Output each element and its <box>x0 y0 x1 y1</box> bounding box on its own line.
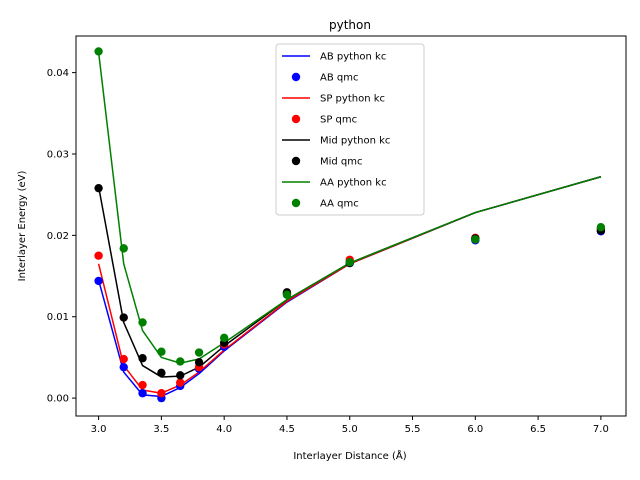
series-point-5 <box>157 368 166 378</box>
x-tick-label: 4.5 <box>279 424 295 435</box>
series-point-5 <box>194 358 204 367</box>
series-layer <box>94 47 606 403</box>
y-axis-label: Interlayer Energy (eV) <box>17 171 28 282</box>
legend-point-marker <box>291 156 301 166</box>
y-tick-label: 0.03 <box>47 149 69 160</box>
legend: AB python kc AB qmc SP python kc SP qmc Mid … <box>275 43 425 216</box>
series-point-3 <box>94 251 103 260</box>
series-point-7 <box>157 347 166 356</box>
series-point-7 <box>138 318 147 327</box>
series-point-3 <box>138 380 147 390</box>
series-point-7 <box>471 235 480 244</box>
legend-label: Mid python kc <box>320 136 390 147</box>
series-point-7 <box>345 258 354 267</box>
legend-label: SP qmc <box>320 115 357 126</box>
legend-label: Mid qmc <box>320 157 363 168</box>
x-tick-label: 6.5 <box>530 424 546 435</box>
legend-label: AA qmc <box>320 199 359 210</box>
legend-label: AA python kc <box>320 178 387 189</box>
legend-label: SP python kc <box>320 94 385 105</box>
series-point-7 <box>176 357 185 366</box>
series-point-3 <box>157 389 166 398</box>
series-point-1 <box>119 362 128 372</box>
y-tick-label: 0.00 <box>47 394 69 405</box>
legend-point-marker <box>291 198 301 208</box>
y-axis-ticks: 0.00 0.01 0.02 0.03 0.04 <box>47 68 76 405</box>
series-point-7 <box>282 290 292 299</box>
x-tick-label: 3.5 <box>153 424 169 435</box>
series-point-5 <box>176 371 185 380</box>
chart-title: python <box>329 18 371 32</box>
series-point-3 <box>119 354 128 364</box>
series-point-7 <box>119 244 128 253</box>
series-point-7 <box>219 333 229 343</box>
x-tick-label: 7.0 <box>593 424 609 435</box>
series-point-7 <box>194 348 204 357</box>
x-tick-label: 5.5 <box>405 424 421 435</box>
series-point-5 <box>138 354 147 363</box>
legend-box <box>275 43 425 216</box>
series-point-1 <box>94 276 103 286</box>
series-point-7 <box>596 223 606 232</box>
y-tick-label: 0.01 <box>47 312 69 323</box>
legend-label: AB qmc <box>320 73 358 84</box>
legend-point-marker <box>291 114 301 124</box>
x-tick-label: 5.0 <box>342 424 358 435</box>
x-tick-label: 3.0 <box>91 424 107 435</box>
x-tick-label: 6.0 <box>467 424 483 435</box>
legend-point-marker <box>291 72 301 82</box>
series-point-5 <box>94 183 103 193</box>
x-tick-label: 4.0 <box>216 424 232 435</box>
series-point-7 <box>94 47 103 56</box>
y-tick-label: 0.04 <box>47 68 69 79</box>
y-tick-label: 0.02 <box>47 231 69 242</box>
plot-frame <box>75 35 627 417</box>
x-axis-label: Interlayer Distance (Å) <box>293 449 406 462</box>
x-axis-ticks: 3.0 3.5 4.0 4.5 5.0 5.5 6.0 6.5 7.0 <box>91 416 609 435</box>
series-point-3 <box>176 378 185 387</box>
series-point-1 <box>138 389 147 398</box>
series-point-5 <box>119 313 128 322</box>
legend-label: AB python kc <box>320 52 386 63</box>
